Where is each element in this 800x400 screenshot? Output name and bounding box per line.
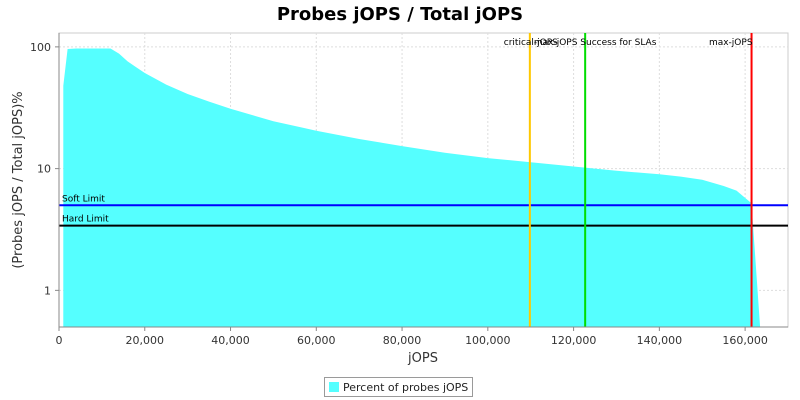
marker-line-label: max-jOPS (709, 38, 753, 48)
x-axis-ticks: 0 20,000 40,000 60,000 80,000 100,000 120,000 1… (56, 327, 768, 347)
y-tick-label: 10 (37, 163, 51, 176)
limit-line-label: Hard Limit (62, 215, 109, 225)
x-tick-label: 20,000 (126, 334, 165, 347)
y-axis-ticks: 1 10 100 (30, 41, 59, 297)
x-tick-label: 0 (56, 334, 63, 347)
limit-lines: Soft Limit Hard Limit (59, 194, 788, 227)
x-tick-label: 60,000 (297, 334, 336, 347)
legend-swatch-icon (329, 382, 339, 392)
y-axis-label: (Probes jOPS / Total jOPS)% (11, 91, 26, 268)
marker-line-label: max-jOPS Success for SLAs (534, 38, 657, 48)
marker-line-label: critical-jOPS (504, 38, 558, 48)
y-tick-label: 100 (30, 41, 51, 54)
x-tick-label: 40,000 (211, 334, 250, 347)
x-tick-label: 140,000 (637, 334, 683, 347)
x-axis-label: jOPS (407, 351, 438, 366)
y-tick-label: 1 (44, 284, 51, 297)
limit-line-label: Soft Limit (62, 194, 105, 204)
x-tick-label: 160,000 (722, 334, 768, 347)
x-tick-label: 100,000 (465, 334, 511, 347)
x-tick-label: 80,000 (383, 334, 422, 347)
chart-title: Probes jOPS / Total jOPS (277, 4, 523, 25)
legend-label: Percent of probes jOPS (343, 380, 469, 394)
legend: Percent of probes jOPS (324, 377, 474, 397)
x-tick-label: 120,000 (551, 334, 597, 347)
